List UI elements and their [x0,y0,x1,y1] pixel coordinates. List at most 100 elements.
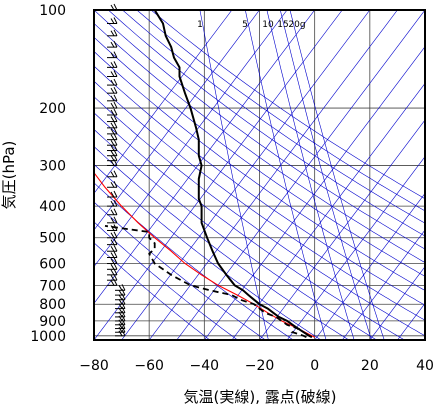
wind-barb-flag [118,285,123,291]
wind-barb-flag [121,306,126,314]
wind-barb-flag [110,252,115,258]
y-tick-label: 100 [39,3,66,19]
wind-barb-flag [113,127,118,135]
mixing-ratio-label: 5 [242,20,248,30]
wind-barb [107,29,118,37]
wind-barb [107,208,118,216]
wind-barb [107,216,118,224]
wind-barb-flag [113,51,118,58]
wind-barb-flag [113,17,118,24]
wind-barb-flag [121,284,126,291]
mixing-ratio-line [245,10,327,340]
wind-barb-flag [110,209,115,215]
wind-barb [107,133,118,141]
dry-adiabat [94,163,322,340]
mixing-ratio-label: 10 [262,20,274,30]
wind-barb-flag [110,239,115,245]
wind-barb-flag [121,310,126,318]
wind-barb-flag [110,116,115,122]
wind-barb [107,51,118,59]
dry-adiabat [108,10,425,237]
wind-barb-flag [121,326,126,333]
mixing-ratio-label: 1 [197,20,203,30]
wind-barb [107,190,118,198]
wind-barb-flag [110,274,115,281]
y-tick-label: 600 [39,257,66,273]
wind-barb-flag [118,330,123,337]
skewed-isotherm [314,192,425,340]
wind-barb-flag [113,78,118,86]
skewed-isotherm [121,10,371,340]
wind-barb [107,224,118,231]
wind-barb-flag [110,182,115,188]
wind-barb-flag [113,263,118,270]
wind-barb-flag [110,41,115,48]
skewed-isotherm [94,10,233,194]
wind-barb-flag [110,30,115,37]
wind-barb [107,17,118,24]
wind-barb-flag [113,121,118,129]
mixing-ratio-label: 20g [288,20,305,30]
skewed-isotherm [369,266,425,340]
wind-barb-flag [113,101,118,109]
wind-barb-flag [113,257,118,264]
dry-adiabat [94,65,425,306]
wind-barb-flag [113,251,118,258]
wind-barb [115,284,126,291]
wind-barb [107,251,118,259]
wind-barb-flag [110,145,115,151]
wind-barb [107,70,118,78]
dry-adiabat [94,221,238,340]
series-layer [94,10,315,339]
wind-barb [107,78,118,86]
wind-barb-flag [121,314,126,322]
wind-barb [107,61,118,68]
dry-adiabat [94,112,405,340]
wind-barb-flag [113,170,118,178]
wind-barb-flag [113,29,118,37]
wind-barb-flag [110,139,115,146]
wind-barb-flag [113,40,118,48]
wind-barb [107,268,118,276]
wind-barb-flag [113,216,118,224]
wind-barb-flag [110,200,115,207]
skewed-isotherm [342,229,425,340]
wind-barb-flag [110,171,115,178]
plot-frame [93,9,426,341]
wind-barb [107,231,118,239]
dry-adiabat [94,36,425,277]
wind-barb-flag [121,318,126,326]
wind-barb-flag [113,208,118,215]
y-tick-label: 800 [39,297,66,313]
y-axis-label: 気圧(hPa) [0,141,18,210]
dry-adiabat [94,10,425,250]
wind-barb-flag [110,134,115,140]
skewed-isotherm [204,46,425,340]
x-tick-label: 0 [310,358,319,374]
dry-adiabat [94,80,425,321]
skewed-isotherm [231,82,425,340]
wind-barb-flag [110,269,115,276]
wind-barb-flag [113,181,118,188]
mixing-ratio-line [266,10,355,340]
wind-barb-flag [113,133,118,140]
dry-adiabat [122,10,425,224]
wind-barb-flag [110,264,115,270]
x-tick-label: 40 [416,358,434,374]
skewed-isotherm [94,10,260,231]
dry-adiabat [94,182,294,340]
wind-barbs [107,3,126,337]
wind-barb-flag [110,245,115,252]
wind-barb-flag [110,62,115,68]
wind-barb-flag [113,190,118,198]
wind-barb [107,263,118,270]
x-tick-label: 20 [361,358,379,374]
wind-barb-flag [113,199,118,207]
wind-barb-flag [113,238,118,245]
y-tick-label: 400 [39,199,66,215]
wind-barb-flag [113,138,118,146]
wind-barb-flag [110,87,115,94]
wind-barb-flag [121,322,126,329]
wind-barb-flag [121,302,126,309]
